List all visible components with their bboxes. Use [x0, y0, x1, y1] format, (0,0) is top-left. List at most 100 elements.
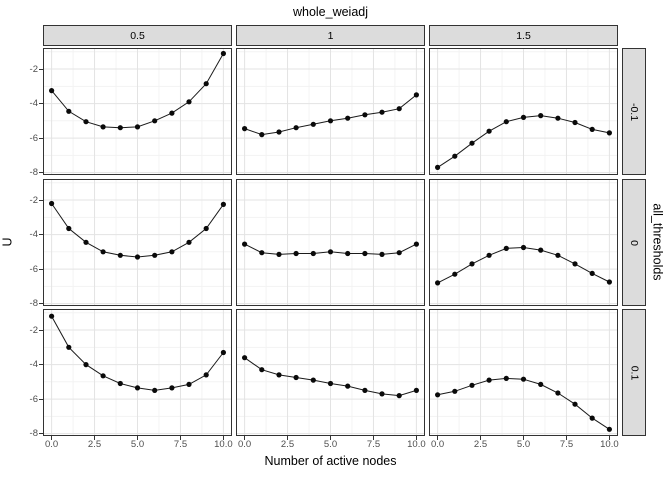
data-point [362, 387, 368, 393]
data-point [117, 125, 123, 131]
y-tick-label: -4 [29, 359, 38, 371]
panel-plot [236, 179, 425, 306]
data-point [169, 249, 175, 255]
data-point [293, 374, 299, 381]
data-point [186, 99, 192, 105]
data-point [503, 245, 509, 251]
data-point [203, 81, 209, 87]
data-point [555, 252, 561, 258]
data-point [555, 115, 561, 121]
data-point [486, 128, 492, 134]
data-point [555, 390, 561, 396]
data-point [83, 239, 89, 245]
data-point [49, 200, 55, 207]
data-point [327, 380, 334, 387]
x-tick-mark [244, 436, 246, 440]
data-point [469, 382, 475, 388]
y-tick-mark [39, 433, 43, 435]
data-point [220, 201, 226, 207]
data-point [220, 349, 226, 356]
x-tick-mark [287, 436, 288, 440]
data-point [134, 254, 141, 260]
data-point [327, 249, 334, 255]
x-tick-label: 7.5 [366, 439, 381, 450]
y-tick-mark [39, 68, 43, 70]
data-point [203, 372, 209, 378]
x-tick-mark [373, 436, 374, 440]
data-point [572, 401, 578, 407]
data-point [134, 124, 141, 130]
data-point [435, 164, 441, 170]
x-tick-mark [480, 436, 481, 440]
plot-title: whole_weiadj [292, 5, 369, 19]
data-point [469, 140, 475, 146]
data-point [396, 106, 402, 112]
y-tick-label: -6 [29, 263, 38, 275]
data-point [589, 126, 595, 132]
facet-panel-r1c1 [43, 48, 232, 175]
data-point [538, 247, 544, 253]
y-tick-label: -2 [29, 324, 38, 336]
facet-panel-r2c3 [429, 179, 618, 306]
data-point [117, 252, 123, 258]
data-point [259, 132, 265, 138]
y-tick-label: -6 [29, 393, 38, 405]
data-point [49, 313, 55, 319]
x-tick-label: 0.0 [237, 439, 252, 450]
panel-plot [429, 309, 618, 436]
x-tick-mark [180, 436, 181, 440]
data-point [100, 124, 106, 130]
facet-row-axis-title-text: all_thresholds [651, 203, 666, 281]
facet-col-label: 0.5 [130, 29, 145, 42]
data-point [589, 270, 595, 276]
data-point [452, 153, 458, 159]
data-point [345, 115, 351, 121]
data-point [606, 426, 612, 432]
data-point [435, 280, 441, 286]
data-point [293, 250, 299, 257]
data-point [152, 387, 158, 393]
data-point [276, 129, 282, 135]
data-point [242, 241, 248, 247]
x-tick-mark [330, 436, 331, 440]
data-point [520, 114, 527, 120]
data-point [435, 392, 441, 398]
data-point [413, 92, 419, 98]
data-point [572, 119, 578, 126]
facet-row-strip: -0.1 [622, 48, 646, 175]
data-point [220, 50, 226, 57]
data-point [49, 88, 55, 94]
facet-panel-r2c2 [236, 179, 425, 306]
data-point [66, 225, 72, 232]
data-point [293, 125, 299, 131]
y-tick-label: -2 [29, 194, 38, 206]
x-tick-mark [94, 436, 95, 440]
data-point [310, 250, 316, 257]
data-point [379, 109, 385, 115]
data-point [362, 250, 368, 257]
data-point [169, 110, 175, 116]
y-tick-mark [39, 398, 43, 400]
facet-col-label: 1.5 [516, 29, 531, 42]
data-point [606, 279, 612, 285]
x-tick-label: 0.0 [430, 439, 445, 450]
x-tick-mark [566, 436, 567, 440]
y-tick-label: -8 [29, 298, 38, 310]
y-tick-label: -4 [29, 229, 38, 241]
x-tick-label: 10.0 [600, 439, 619, 450]
data-point [396, 393, 402, 399]
facet-col-strip: 1.5 [429, 25, 618, 46]
data-point [66, 108, 72, 114]
panel-plot [429, 179, 618, 306]
data-point [486, 377, 492, 383]
data-point [452, 388, 458, 394]
facet-panel-r2c1 [43, 179, 232, 306]
facet-row-label: 0 [628, 239, 640, 246]
y-tick-mark [39, 268, 43, 270]
facet-row-strip: 0.1 [622, 309, 646, 436]
data-point [152, 118, 158, 124]
x-tick-mark [51, 436, 53, 440]
data-point [186, 381, 192, 387]
data-point [276, 251, 282, 257]
panel-plot [236, 309, 425, 436]
